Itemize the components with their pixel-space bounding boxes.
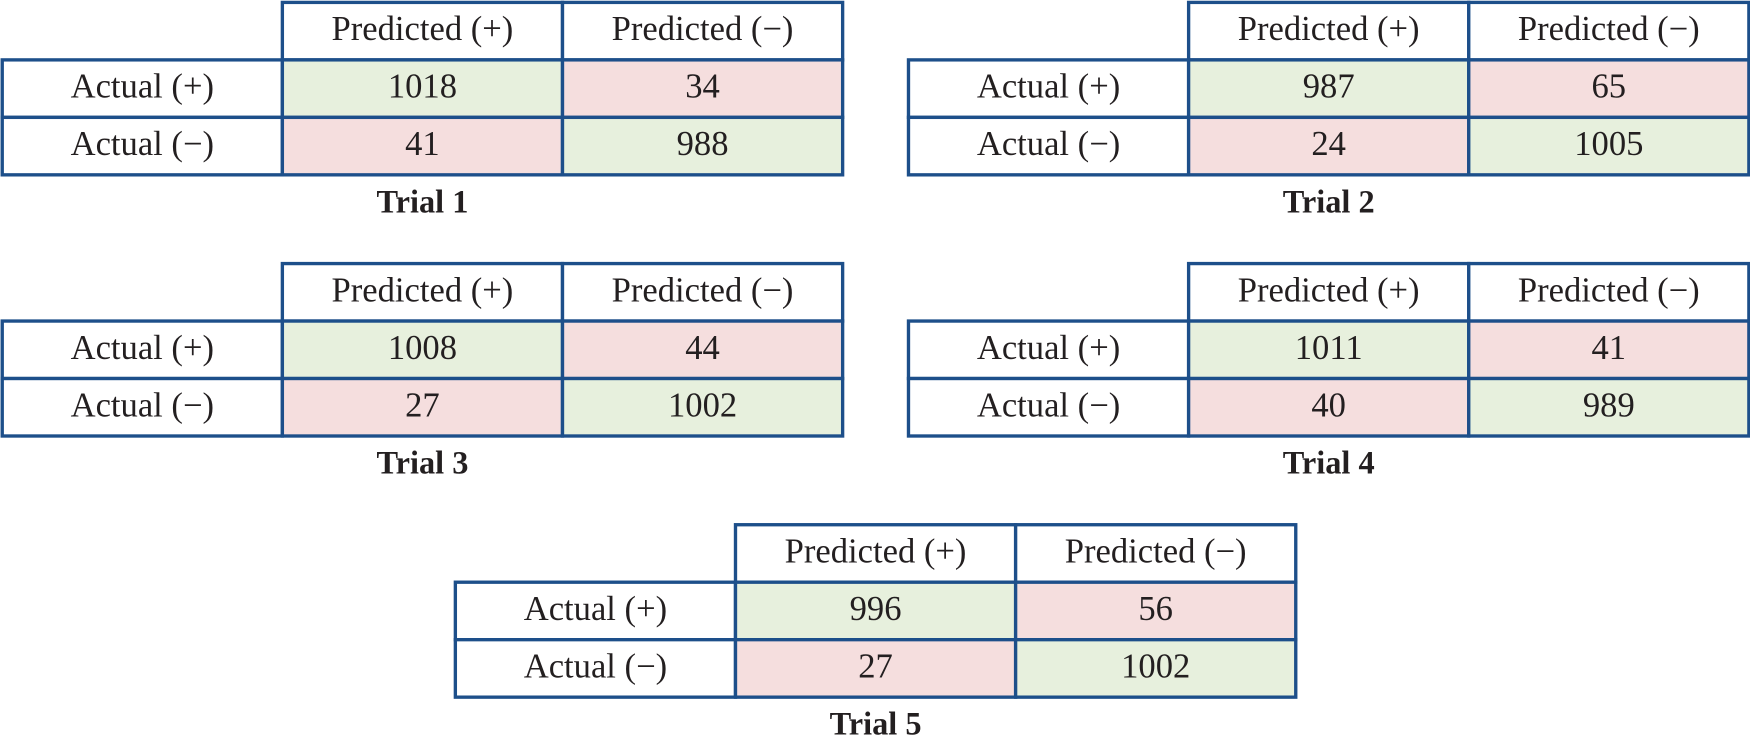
cell-value: 989: [1583, 386, 1635, 424]
value-cell: [1467, 115, 1750, 177]
column-header: Predicted (−): [1518, 271, 1700, 309]
row-label: Actual (−): [71, 125, 214, 163]
column-header: Predicted (+): [1238, 271, 1420, 309]
cell-value: 34: [685, 68, 720, 106]
caption: Trial 5: [830, 706, 922, 742]
cell-value: 41: [1592, 329, 1627, 367]
row-header-cell: [0, 115, 285, 177]
row-label: Actual (−): [977, 386, 1120, 424]
column-header: Predicted (+): [1238, 10, 1420, 48]
cell-value: 996: [850, 590, 902, 628]
column-header: Predicted (+): [785, 533, 967, 571]
row-label: Actual (+): [71, 68, 214, 106]
value-cell: [1013, 580, 1298, 642]
column-header: Predicted (−): [1065, 533, 1247, 571]
caption: Trial 3: [376, 445, 468, 481]
value-cell: [1186, 376, 1471, 438]
caption: Trial 4: [1283, 445, 1375, 481]
cell-value: 1018: [388, 68, 457, 106]
row-label: Actual (+): [524, 590, 667, 628]
cell-value: 988: [677, 125, 729, 163]
row-label: Actual (+): [71, 329, 214, 367]
value-cell: [560, 319, 845, 381]
value-cell: [280, 319, 565, 381]
column-header: Predicted (−): [612, 10, 794, 48]
value-cell: [1186, 58, 1471, 120]
header-cell: [1467, 261, 1750, 323]
cell-value: 41: [405, 125, 440, 163]
column-header: Predicted (−): [1518, 10, 1700, 48]
cell-value: 44: [685, 329, 720, 367]
header-cell: [560, 261, 845, 323]
cell-value: 40: [1311, 386, 1346, 424]
cell-value: 27: [405, 386, 440, 424]
cell-value: 1011: [1295, 329, 1363, 367]
cell-value: 65: [1592, 68, 1627, 106]
header-cell: [280, 0, 565, 62]
cell-value: 1002: [668, 386, 737, 424]
row-header-cell: [906, 115, 1191, 177]
value-cell: [1467, 319, 1750, 381]
value-cell: [733, 580, 1018, 642]
column-header: Predicted (+): [332, 271, 514, 309]
cell-value: 987: [1303, 68, 1355, 106]
caption: Trial 2: [1283, 183, 1375, 219]
row-label: Actual (−): [977, 125, 1120, 163]
row-label: Actual (+): [977, 329, 1120, 367]
cell-value: 1002: [1121, 647, 1190, 685]
caption: Trial 1: [376, 183, 468, 219]
row-header-cell: [0, 319, 285, 381]
cell-value: 56: [1138, 590, 1173, 628]
cell-value: 24: [1311, 125, 1346, 163]
value-cell: [1467, 376, 1750, 438]
header-cell: [1467, 0, 1750, 62]
row-header-cell: [0, 376, 285, 438]
cell-value: 1005: [1574, 125, 1643, 163]
row-header-cell: [906, 319, 1191, 381]
row-label: Actual (−): [71, 386, 214, 424]
column-header: Predicted (+): [332, 10, 514, 48]
row-label: Actual (+): [977, 68, 1120, 106]
value-cell: [280, 376, 565, 438]
row-header-cell: [453, 638, 738, 699]
header-cell: [280, 261, 565, 323]
value-cell: [280, 115, 565, 177]
cell-value: 27: [858, 647, 893, 685]
value-cell: [560, 115, 845, 177]
row-label: Actual (−): [524, 647, 667, 685]
column-header: Predicted (−): [612, 271, 794, 309]
cell-value: 1008: [388, 329, 457, 367]
value-cell: [1013, 638, 1298, 699]
value-cell: [560, 376, 845, 438]
